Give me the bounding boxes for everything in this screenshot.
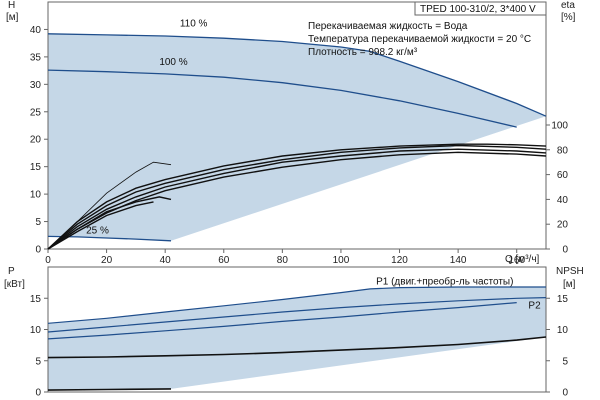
npsh-tick-label: 0 <box>562 388 568 399</box>
y-tick-label: 0 <box>35 245 41 256</box>
top-curve-labels: 110 % 100 % 25 % <box>86 19 207 237</box>
p-tick-label: 15 <box>30 294 42 305</box>
head-eta-chart: 0 20 40 60 80 100 120 140 160 0 5 10 15 20 25 30 35 40 0… <box>6 0 576 266</box>
y2-tick-label: 20 <box>557 220 569 231</box>
y-tick-label: 25 <box>30 107 42 118</box>
curve-label: 110 % <box>180 19 208 30</box>
curve-label: P2 <box>528 300 541 311</box>
series-line-110- <box>47 33 547 117</box>
note-density: Плотность = 998.2 кг/м³ <box>308 47 418 58</box>
chart-title: TPED 100-310/2, 3*400 V <box>420 4 536 15</box>
curve-label: 100 % <box>159 57 187 68</box>
title-box <box>414 1 547 16</box>
curve-label: P1 (двиг.+преобр-ль частоты) <box>376 276 513 288</box>
y-tick-label: 20 <box>30 135 42 146</box>
p-axis-unit: [кВт] <box>4 279 25 290</box>
curve-label: 25 % <box>86 226 109 237</box>
top-y-ticks: 0 5 10 15 20 25 30 35 40 <box>30 25 48 256</box>
top-y2-ticks: 0 20 40 60 80 100 <box>546 121 568 256</box>
y2-tick-label: 40 <box>557 195 569 206</box>
x-tick-label: 100 <box>333 255 350 266</box>
y2-axis-unit: [%] <box>561 12 576 23</box>
bottom-series <box>47 286 547 391</box>
series-line-p2 <box>47 297 547 333</box>
npsh-axis-label: NPSH <box>556 266 584 277</box>
x-tick-label: 120 <box>391 255 408 266</box>
y-tick-label: 10 <box>30 190 42 201</box>
y-tick-label: 35 <box>30 52 42 63</box>
series-line-eta-4 <box>47 151 547 250</box>
bottom-y-ticks: 0 5 10 15 <box>30 294 48 399</box>
npsh-tick-label: 15 <box>557 294 569 305</box>
series-line-eta-3 <box>47 148 547 250</box>
power-npsh-chart: 0 5 10 15 0 5 10 15 P1 (двиг.+преобр-ль частот… <box>4 266 584 399</box>
note-temperature: Температура перекачиваемой жидкости = 20… <box>308 34 531 45</box>
x-tick-label: 160 <box>508 255 525 266</box>
series-line-eta-low-2 <box>47 201 154 250</box>
x-tick-label: 0 <box>45 255 51 266</box>
p-tick-label: 0 <box>35 388 41 399</box>
npsh-tick-label: 5 <box>562 356 568 367</box>
series-line-eta-thin <box>47 161 172 250</box>
x-tick-label: 40 <box>160 255 172 266</box>
x-tick-label: 20 <box>101 255 113 266</box>
y2-tick-label: 100 <box>551 121 568 132</box>
x-tick-label: 80 <box>277 255 289 266</box>
series-line-eta-max <box>47 143 547 250</box>
bottom-curve-labels: P1 (двиг.+преобр-ль частоты) P2 <box>376 276 541 312</box>
series-line-p-low <box>47 388 172 391</box>
y-tick-label: 40 <box>30 25 42 36</box>
y-tick-label: 15 <box>30 162 42 173</box>
y2-axis-label: eta <box>561 0 575 11</box>
series-line-eta-low-1 <box>47 196 172 250</box>
y-tick-label: 30 <box>30 80 42 91</box>
x-tick-label: 60 <box>218 255 230 266</box>
note-liquid: Перекачиваемая жидкость = Вода <box>308 21 468 32</box>
p-tick-label: 10 <box>30 325 42 336</box>
x-tick-label: 140 <box>450 255 467 266</box>
y2-tick-label: 0 <box>562 245 568 256</box>
npsh-tick-label: 10 <box>557 325 569 336</box>
y-tick-label: 5 <box>35 217 41 228</box>
series-line-100- <box>47 69 517 128</box>
series-line-p1- <box>47 286 546 324</box>
y-axis-unit: [м] <box>6 12 19 23</box>
series-line-p-mid <box>47 302 517 340</box>
series-line-eta-2 <box>47 144 547 250</box>
npsh-axis-unit: [м] <box>563 279 576 290</box>
power-operating-area <box>48 287 546 391</box>
y-axis-label: H <box>8 0 15 11</box>
x-axis-label: Q [м³/ч] <box>505 254 540 265</box>
series-line-npsh <box>47 336 547 359</box>
top-x-ticks: 0 20 40 60 80 100 120 140 160 <box>45 249 525 266</box>
y2-tick-label: 80 <box>557 145 569 156</box>
top-series <box>47 33 547 250</box>
p-tick-label: 5 <box>35 356 41 367</box>
p-axis-label: P <box>8 266 15 277</box>
bottom-y2-ticks: 0 5 10 15 <box>546 294 568 399</box>
y2-tick-label: 60 <box>557 170 569 181</box>
